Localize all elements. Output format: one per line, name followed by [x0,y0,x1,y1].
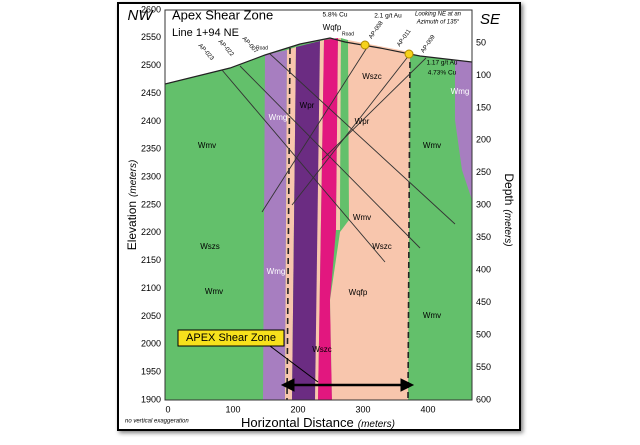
x-axis-title: Horizontal Distance (meters) [241,415,395,430]
y2-tick-label: 600 [476,394,491,404]
axis-title-part: Depth [502,173,516,205]
y2-axis-title: Depth (meters) [502,173,516,246]
y2-tick-label: 200 [476,135,491,145]
unit-label: Wmv [198,141,216,150]
y-tick-label: 2450 [141,88,161,98]
x-tick-label: 200 [290,404,305,414]
x-tick-label: 400 [420,404,435,414]
unit-label: Wmv [353,213,371,222]
assay-label: 5.8% Cu [323,12,348,19]
unit-wmg [263,50,287,400]
x-tick-label: 100 [225,404,240,414]
y2-tick-label: 400 [476,265,491,275]
assay-marker [360,40,370,50]
subtitle: Line 1+94 NE [172,27,239,39]
y-tick-label: 2300 [141,172,161,182]
unit-label: Wmv [423,141,441,150]
title: Apex Shear Zone [172,7,273,22]
y-tick-label: 2550 [141,32,161,42]
plot-border [164,9,473,401]
y-tick-label: 2500 [141,60,161,70]
assay-label: 1.17 g/t Au [426,60,457,67]
x-tick-label: 0 [165,404,170,414]
x-tick-label: 300 [355,404,370,414]
y2-tick-label: 350 [476,232,491,242]
unit-label: Wmv [423,311,441,320]
y-tick-label: 1950 [141,367,161,377]
y-tick-label: 2100 [141,283,161,293]
axis-title-part: Horizontal Distance [241,415,354,430]
y-tick-label: 2600 [141,4,161,14]
unit-label: Wmg [267,267,286,276]
unit-label: Wmv [205,287,223,296]
y2-tick-label: 150 [476,102,491,112]
drill-traces [221,45,456,263]
assay-marker [404,49,414,59]
unit-label: Wszc [362,72,382,81]
fault [407,51,411,400]
axis-title-part: Elevation [125,201,139,250]
road-label: Road [256,45,268,51]
y-tick-label: 2000 [141,339,161,349]
view-note: Azimuth of 135° [416,20,460,26]
scale-note: no vertical exaggeration [125,419,189,425]
unit-label: Wpr [300,101,315,110]
y-tick-label: 2050 [141,311,161,321]
axis-title-part: (meters) [502,209,513,246]
y-tick-label: 2250 [141,199,161,209]
unit-label: Wmg [451,87,470,96]
assay-label: 4.73% Cu [428,70,457,77]
road-label: Road [342,31,354,37]
y-tick-label: 2400 [141,116,161,126]
y2-tick-label: 50 [476,37,486,47]
callout: APEX Shear Zone [186,332,276,344]
unit-label: Wpr [355,117,370,126]
y-tick-label: 2150 [141,255,161,265]
unit-wqfp-2 [336,38,341,230]
direction: SE [480,11,501,28]
unit-label: Wszc [312,345,332,354]
unit-label: Wszc [372,242,392,251]
unit-label: Wszs [200,242,220,251]
y2-tick-label: 450 [476,297,491,307]
y2-tick-label: 100 [476,70,491,80]
unit-wmg-right [455,60,472,200]
assay-label: 2.1 g/t Au [374,13,402,20]
unit-wszc [330,40,410,400]
axis-title-part: (meters) [358,419,395,430]
callout-pointer [269,345,319,383]
unit-wpr [292,41,320,400]
unit-label: Wmg [269,113,288,122]
y2-tick-label: 500 [476,329,491,339]
unit-magenta [318,38,338,400]
unit-label: Wqfp [349,288,368,297]
y2-tick-label: 250 [476,167,491,177]
unit-label: Wqfp [323,23,342,32]
unit-wqfp [315,40,324,400]
y-tick-label: 1900 [141,394,161,404]
geology [165,37,472,400]
y2-tick-label: 550 [476,362,491,372]
y-axis-title: Elevation (meters) [125,160,139,251]
callout-box [177,329,285,347]
y-tick-label: 2350 [141,144,161,154]
direction: NW [128,7,155,24]
shear-zone-arrow [280,378,415,392]
y-tick-label: 2200 [141,227,161,237]
fault [286,47,291,400]
view-note: Looking NE at an [415,12,462,18]
axis-title-part: (meters) [128,160,139,197]
y2-tick-label: 300 [476,200,491,210]
